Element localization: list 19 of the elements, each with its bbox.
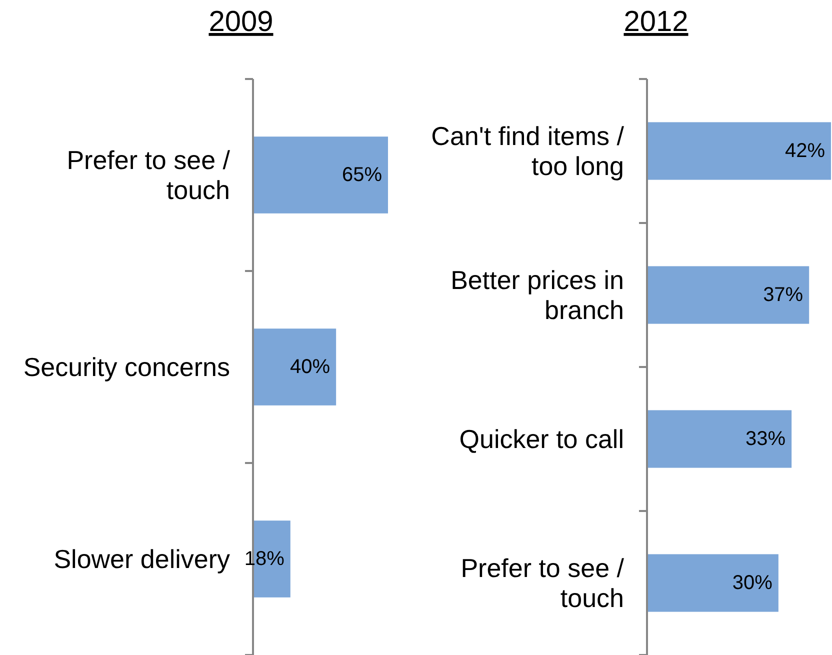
y-tick-label: Slower delivery [54,544,230,574]
data-label: 40% [290,356,330,378]
data-label: 42% [784,140,826,162]
data-label: 37% [763,284,804,306]
y-tick-label: Can't find items / too long [431,121,625,181]
bar [647,122,831,180]
data-label: 30% [732,572,773,594]
y-tick-label: Prefer to see / touch [66,145,231,205]
chart-title: 2012 [624,6,688,38]
y-tick-label: Security concerns [23,352,230,382]
bar [647,266,810,324]
bar [647,554,778,612]
y-tick-label: Better prices in branch [450,265,624,325]
bar [647,410,792,468]
y-tick-label: Quicker to call [459,424,624,454]
data-label: 65% [342,164,382,186]
y-tick-label: Prefer to see / touch [460,553,625,613]
chart-title: 2009 [208,6,274,38]
data-label: 33% [746,428,786,450]
